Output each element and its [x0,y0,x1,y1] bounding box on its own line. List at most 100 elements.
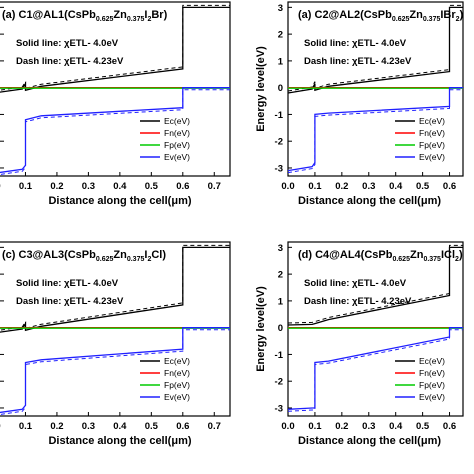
annotation-dash: Dash line: χETL- 4.23eV [16,56,124,67]
title-part: (c) C3@AL3(CsPb [2,249,96,261]
title-part: ) [460,9,464,21]
x-tick-label: 0.0 [0,181,1,192]
title-part: (a) C2@AL2(CsPb [298,9,392,21]
title-subscript: 2 [147,16,151,23]
title-part: I [144,9,147,21]
x-axis-label: Distance along the cell(μm) [298,435,441,447]
x-axis-label: Distance along the cell(μm) [48,435,191,447]
x-tick-label: 0.3 [82,181,95,192]
x-tick-label: 0.2 [50,421,63,432]
series-dash-evev [287,89,463,174]
title-subscript: 2 [455,256,459,263]
plot-frame [287,1,464,177]
legend-entry: Fn(eV) [164,368,190,378]
x-tick-label: 0.2 [50,181,63,192]
x-tick-label: 0.3 [362,421,375,432]
plot-frame [287,241,464,417]
legend-entry: Ec(eV) [419,356,445,366]
legend-entry: Ev(eV) [164,152,190,162]
y-tick-label: 2 [278,30,283,41]
y-axis-label: Energy level(eV) [255,46,267,132]
title-part: I [144,249,147,261]
x-tick-label: 0.6 [443,421,456,432]
annotation-dash: Dash line: χETL- 4.23eV [304,56,412,67]
x-tick-label: 0.5 [145,421,159,432]
x-tick-label: 0.5 [145,181,159,192]
title-subscript: 0.375 [127,256,145,263]
series-dash-ecev [0,244,230,331]
y-tick-label: 3 [278,3,283,14]
x-tick-label: 0.5 [416,421,430,432]
annotation-solid: Solid line: χETL- 4.0eV [304,278,407,289]
x-tick-label: 0.6 [443,181,456,192]
title-subscript: 0.375 [127,16,145,23]
annotation-dash: Dash line: χETL- 4.23eV [304,296,412,307]
y-tick-label: 3 [278,243,283,254]
panel-title: (d) C4@AL4(CsPb0.625Zn0.375ICl2) [298,249,463,263]
annotation-solid: Solid line: χETL- 4.0eV [16,38,119,49]
series-dash-ecev [0,4,230,91]
legend-entry: Fn(eV) [164,128,190,138]
x-tick-label: 0.6 [176,421,189,432]
x-tick-label: 0.0 [281,421,294,432]
title-subscript: 0.625 [96,16,114,23]
y-tick-label: -2 [275,377,283,388]
legend-entry: Fp(eV) [419,380,445,390]
x-tick-label: 0.4 [113,181,127,192]
x-tick-label: 0.3 [362,181,375,192]
legend-entry: Fn(eV) [419,368,445,378]
title-part: (d) C4@AL4(CsPb [298,249,393,261]
x-tick-label: 0.2 [335,181,348,192]
title-part: ) [459,249,463,261]
x-tick-label: 0.6 [176,181,189,192]
plot-frame [0,1,231,177]
panel-title: (c) C3@AL3(CsPb0.625Zn0.375I2Cl) [2,249,166,263]
series-dash-ecev [287,4,463,92]
legend-entry: Fn(eV) [419,128,445,138]
x-tick-label: 0.1 [19,181,33,192]
y-tick-label: -2 [275,137,283,148]
y-tick-label: 1 [278,56,284,67]
x-tick-label: 0.4 [389,181,403,192]
y-tick-label: 2 [278,270,283,281]
title-subscript: 0.375 [423,256,441,263]
legend-entry: Ec(eV) [164,116,190,126]
title-subscript: 0.625 [392,256,410,263]
y-axis-label: Energy level(eV) [255,286,267,372]
title-part: Br) [151,9,167,21]
plot-frame [0,241,231,417]
x-tick-label: 0.7 [208,181,221,192]
y-tick-label: -3 [275,403,283,414]
series-dash-ecev [287,244,463,324]
x-tick-label: 0.7 [208,421,221,432]
title-subscript: 0.375 [423,16,441,23]
annotation-solid: Solid line: χETL- 4.0eV [16,278,119,289]
panel-title: (a) C1@AL1(CsPb0.625Zn0.375I2Br) [2,9,168,23]
y-tick-label: 0 [278,83,283,94]
y-tick-label: 0 [278,323,283,334]
legend-entry: Ev(eV) [419,392,445,402]
x-tick-label: 0.4 [389,421,403,432]
y-tick-label: -1 [275,110,284,121]
series-dash-evev [0,89,230,175]
legend-entry: Fp(eV) [164,140,190,150]
annotation-dash: Dash line: χETL- 4.23eV [16,296,124,307]
series-dash-evev [287,329,463,412]
chart-panel-3: 0.0 0.1 0.2 0.3 0.4 0.5 0.6 0.7 Distance along t… [0,241,231,447]
legend-entry: Ec(eV) [164,356,190,366]
title-part: Zn [409,9,423,21]
legend-entry: Ev(eV) [164,392,190,402]
legend-entry: Fp(eV) [419,140,445,150]
x-tick-label: 0.0 [281,181,294,192]
title-subscript: 2 [456,16,460,23]
title-part: IBr [440,9,456,21]
y-tick-label: -3 [275,163,283,174]
title-part: Cl) [151,249,166,261]
title-subscript: 0.625 [392,16,410,23]
series-line-evev [287,87,463,172]
title-part: ICl [441,249,455,261]
series-dash-evev [0,329,230,415]
